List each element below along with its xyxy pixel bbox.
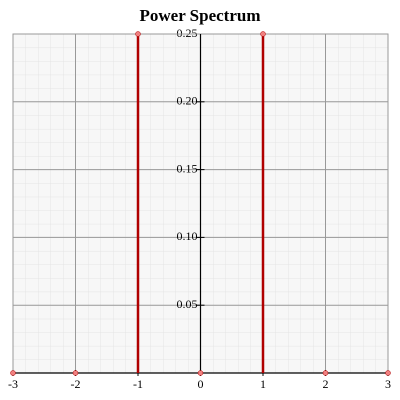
stem-marker bbox=[322, 370, 329, 376]
y-tick-label: 0.15 bbox=[177, 161, 198, 175]
x-tick-label: -3 bbox=[8, 377, 18, 391]
stem-marker bbox=[135, 31, 141, 37]
y-tick-label: 0.20 bbox=[177, 94, 198, 108]
y-tick-label: 0.05 bbox=[177, 297, 198, 311]
x-tick-label: -2 bbox=[71, 377, 81, 391]
x-tick-label: 3 bbox=[385, 377, 391, 391]
x-tick-label: 1 bbox=[260, 377, 266, 391]
x-tick-label: 0 bbox=[198, 377, 204, 391]
stem-marker bbox=[385, 370, 391, 376]
y-tick-label: 0.10 bbox=[177, 229, 198, 243]
y-tick-label: 0.25 bbox=[177, 26, 198, 40]
stem-marker bbox=[72, 370, 79, 376]
x-tick-label: 2 bbox=[323, 377, 329, 391]
x-tick-label: -1 bbox=[133, 377, 143, 391]
stem-marker bbox=[197, 370, 204, 376]
stem-marker bbox=[260, 31, 266, 37]
stem-marker bbox=[10, 370, 16, 376]
chart-title: Power Spectrum bbox=[139, 6, 260, 25]
